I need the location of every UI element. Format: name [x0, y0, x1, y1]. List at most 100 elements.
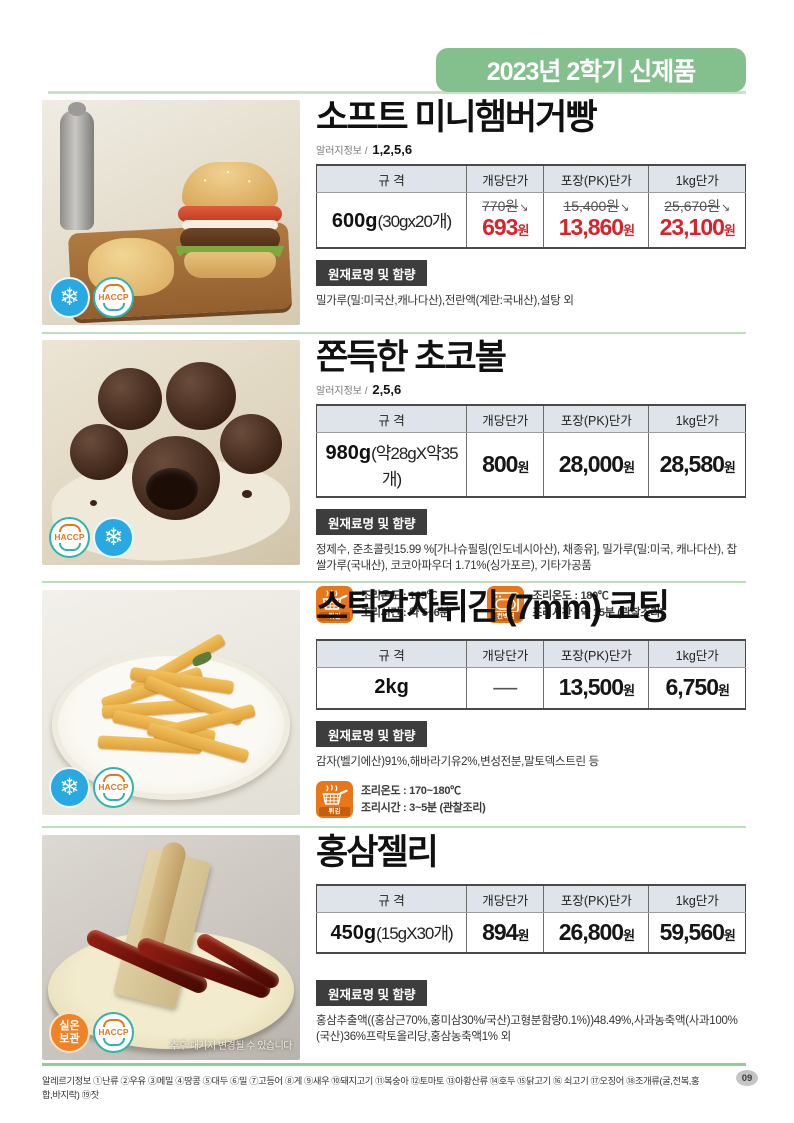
- won-suffix: 원: [723, 223, 736, 239]
- col-header-unit-price: 개당단가: [466, 639, 544, 668]
- price: 13,500원: [546, 674, 646, 701]
- cooking-info-row: 튀김 조리온도 : 165℃ 조리시간 : 약 5~6분: [316, 586, 746, 624]
- ingredients-text: 밀가루(밀:미국산,캐나다산),전란액(계란:국내산),설탕 외: [316, 294, 574, 307]
- spec-detail: (15gX30개): [376, 924, 454, 944]
- haccp-arc-icon: [102, 1019, 125, 1028]
- spec-cell: 980g(약28gX약35개): [315, 432, 467, 497]
- unit-price-cell: 894원: [466, 912, 544, 953]
- room-temperature-badge: 실온 보관: [49, 1012, 90, 1053]
- burger-bottom-bun: [184, 252, 276, 278]
- ingredients-text: 감자(벨기에산)91%,해바라기유2%,변성전분,말토덱스트린 등: [316, 755, 599, 768]
- badge-row: ❄ HACCP: [49, 277, 134, 318]
- won-suffix: 원: [723, 459, 736, 475]
- cook-temp: 조리온도 : 170~180℃: [361, 784, 461, 797]
- price: 28,000원: [546, 451, 646, 478]
- haccp-badge: HACCP: [93, 277, 134, 318]
- price-table: 규 격 개당단가 포장(PK)단가 1kg단가 600g(30gx20개) 77…: [315, 163, 746, 249]
- new-price: 23,100원: [651, 214, 743, 240]
- spec-weight: 2kg: [374, 676, 409, 699]
- product-title: 스틱감자튀김 (7mm) 코팅: [316, 588, 670, 627]
- section-divider: [42, 332, 746, 334]
- col-header-kg-price: 1kg단가: [648, 164, 746, 193]
- old-price: 25,670원↘: [651, 198, 743, 214]
- price: 26,800원: [546, 919, 646, 946]
- spec-weight: 980g: [325, 441, 372, 464]
- section-divider: [42, 826, 746, 828]
- burger-top-bun: [182, 162, 278, 208]
- price: 6,750원: [651, 674, 743, 701]
- product-section-hamburger: ❄ HACCP 소프트 미니햄버거빵 알러지정보 / 1,2,5,6 규 격: [42, 99, 746, 325]
- spec-cell: 2kg: [315, 667, 467, 709]
- cooking-method-frying: 튀김 조리온도 : 165℃ 조리시간 : 약 5~6분: [316, 586, 450, 624]
- cooking-method-frying: 튀김 조리온도 : 170~180℃ 조리시간 : 3~5분 (관찰조리): [316, 781, 486, 819]
- oven-icon-label: 컨벡션: [490, 612, 522, 622]
- col-header-pack-price: 포장(PK)단가: [543, 404, 649, 433]
- haccp-badge: HACCP: [49, 517, 90, 558]
- price-value: 26,800: [558, 918, 624, 945]
- price: 894원: [469, 919, 541, 946]
- col-header-pack-price: 포장(PK)단가: [543, 884, 649, 913]
- pack-price-cell: 28,000원: [543, 432, 649, 497]
- ingredients-text: 홍삼추출액((홍삼근70%,홍미삼30%/국산)고형분함량0.1%))48.49…: [316, 1014, 738, 1044]
- cook-temp: 조리온도 : 180℃: [532, 589, 609, 602]
- table-row: 450g(15gX30개) 894원 26,800원 59,560원: [315, 912, 746, 953]
- haccp-badge: HACCP: [93, 1012, 134, 1053]
- allergen-legend: 알레르기정보 ①난류 ②우유 ③메밀 ④땅콩 ⑤대두 ⑥밀 ⑦고등어 ⑧게 ⑨새…: [42, 1076, 700, 1100]
- col-header-pack-price: 포장(PK)단가: [543, 639, 649, 668]
- cooking-conditions: 조리온도 : 180℃ 조리시간 : 약 15분 (관찰조리): [532, 588, 663, 622]
- new-price: 693원: [469, 214, 541, 240]
- allergy-codes: 1,2,5,6: [372, 141, 413, 157]
- col-header-pack-price: 포장(PK)단가: [543, 164, 649, 193]
- col-header-kg-price: 1kg단가: [648, 639, 746, 668]
- new-price-value: 13,860: [558, 214, 624, 241]
- choco-ball-illustration: [166, 362, 236, 430]
- cooking-conditions: 조리온도 : 170~180℃ 조리시간 : 3~5분 (관찰조리): [361, 783, 486, 817]
- crumb-illustration: [242, 490, 252, 498]
- col-header-spec: 규 격: [315, 639, 467, 668]
- fryer-icon: 튀김: [316, 781, 353, 819]
- choco-ball-illustration: [98, 368, 162, 430]
- footer-rule: [42, 1063, 746, 1066]
- price-table: 규 격 개당단가 포장(PK)단가 1kg단가 980g(약28gX약35개) …: [315, 403, 746, 498]
- choco-ball-illustration: [70, 424, 128, 480]
- price-value: 894: [482, 918, 518, 945]
- package-change-note: 추후 패키지 변경될 수 있습니다: [169, 1041, 293, 1052]
- cooking-method-convection: 컨벡션 조리온도 : 180℃ 조리시간 : 약 15분 (관찰조리): [487, 586, 664, 624]
- col-header-unit-price: 개당단가: [466, 164, 544, 193]
- ingredients-badge: 원재료명 및 함량: [316, 259, 428, 286]
- cook-time: 조리시간 : 3~5분 (관찰조리): [361, 801, 486, 814]
- col-header-kg-price: 1kg단가: [648, 404, 746, 433]
- spec-cell: 450g(15gX30개): [315, 912, 467, 953]
- old-price: 770원↘: [469, 198, 541, 214]
- burger-cheese: [182, 220, 278, 230]
- col-header-unit-price: 개당단가: [466, 404, 544, 433]
- price: 59,560원: [651, 919, 743, 946]
- haccp-arc-icon: [102, 792, 125, 801]
- spec-detail: (약28gX약35개): [371, 443, 459, 489]
- frozen-storage-badge: ❄: [93, 517, 134, 558]
- won-suffix: 원: [517, 459, 529, 475]
- won-suffix: 원: [623, 459, 635, 475]
- product-section-fries: ❄ HACCP 스틱감자튀김 (7mm) 코팅 규 격 개당단가 포장(PK)단…: [42, 588, 746, 819]
- table-row: 980g(약28gX약35개) 800원 28,000원 28,580원: [315, 432, 746, 497]
- pack-price-cell: 13,500원: [543, 667, 649, 709]
- col-header-spec: 규 격: [315, 404, 467, 433]
- haccp-label: HACCP: [98, 292, 129, 303]
- badge-row: HACCP ❄: [49, 517, 134, 558]
- price-drop-arrow-icon: ↘: [720, 201, 731, 214]
- cooking-info-row: 튀김 조리온도 : 170~180℃ 조리시간 : 3~5분 (관찰조리): [316, 781, 746, 819]
- spec-weight: 600g: [331, 209, 378, 232]
- unit-price-cell: —: [466, 667, 544, 709]
- product-info: 소프트 미니햄버거빵 알러지정보 / 1,2,5,6 규 격 개당단가 포장(P…: [315, 99, 746, 325]
- allergy-codes: 2,5,6: [372, 381, 402, 397]
- product-info: 홍삼젤리 규 격 개당단가 포장(PK)단가 1kg단가 450g(15gX30…: [315, 834, 746, 1060]
- won-suffix: 원: [723, 927, 736, 943]
- burger-patty: [180, 228, 280, 250]
- new-price-value: 23,100: [659, 214, 725, 241]
- price-value: 28,000: [558, 450, 624, 477]
- col-header-kg-price: 1kg단가: [648, 884, 746, 913]
- haccp-arc-icon: [102, 302, 125, 311]
- haccp-arc-icon: [102, 774, 125, 783]
- haccp-label: HACCP: [98, 1027, 129, 1038]
